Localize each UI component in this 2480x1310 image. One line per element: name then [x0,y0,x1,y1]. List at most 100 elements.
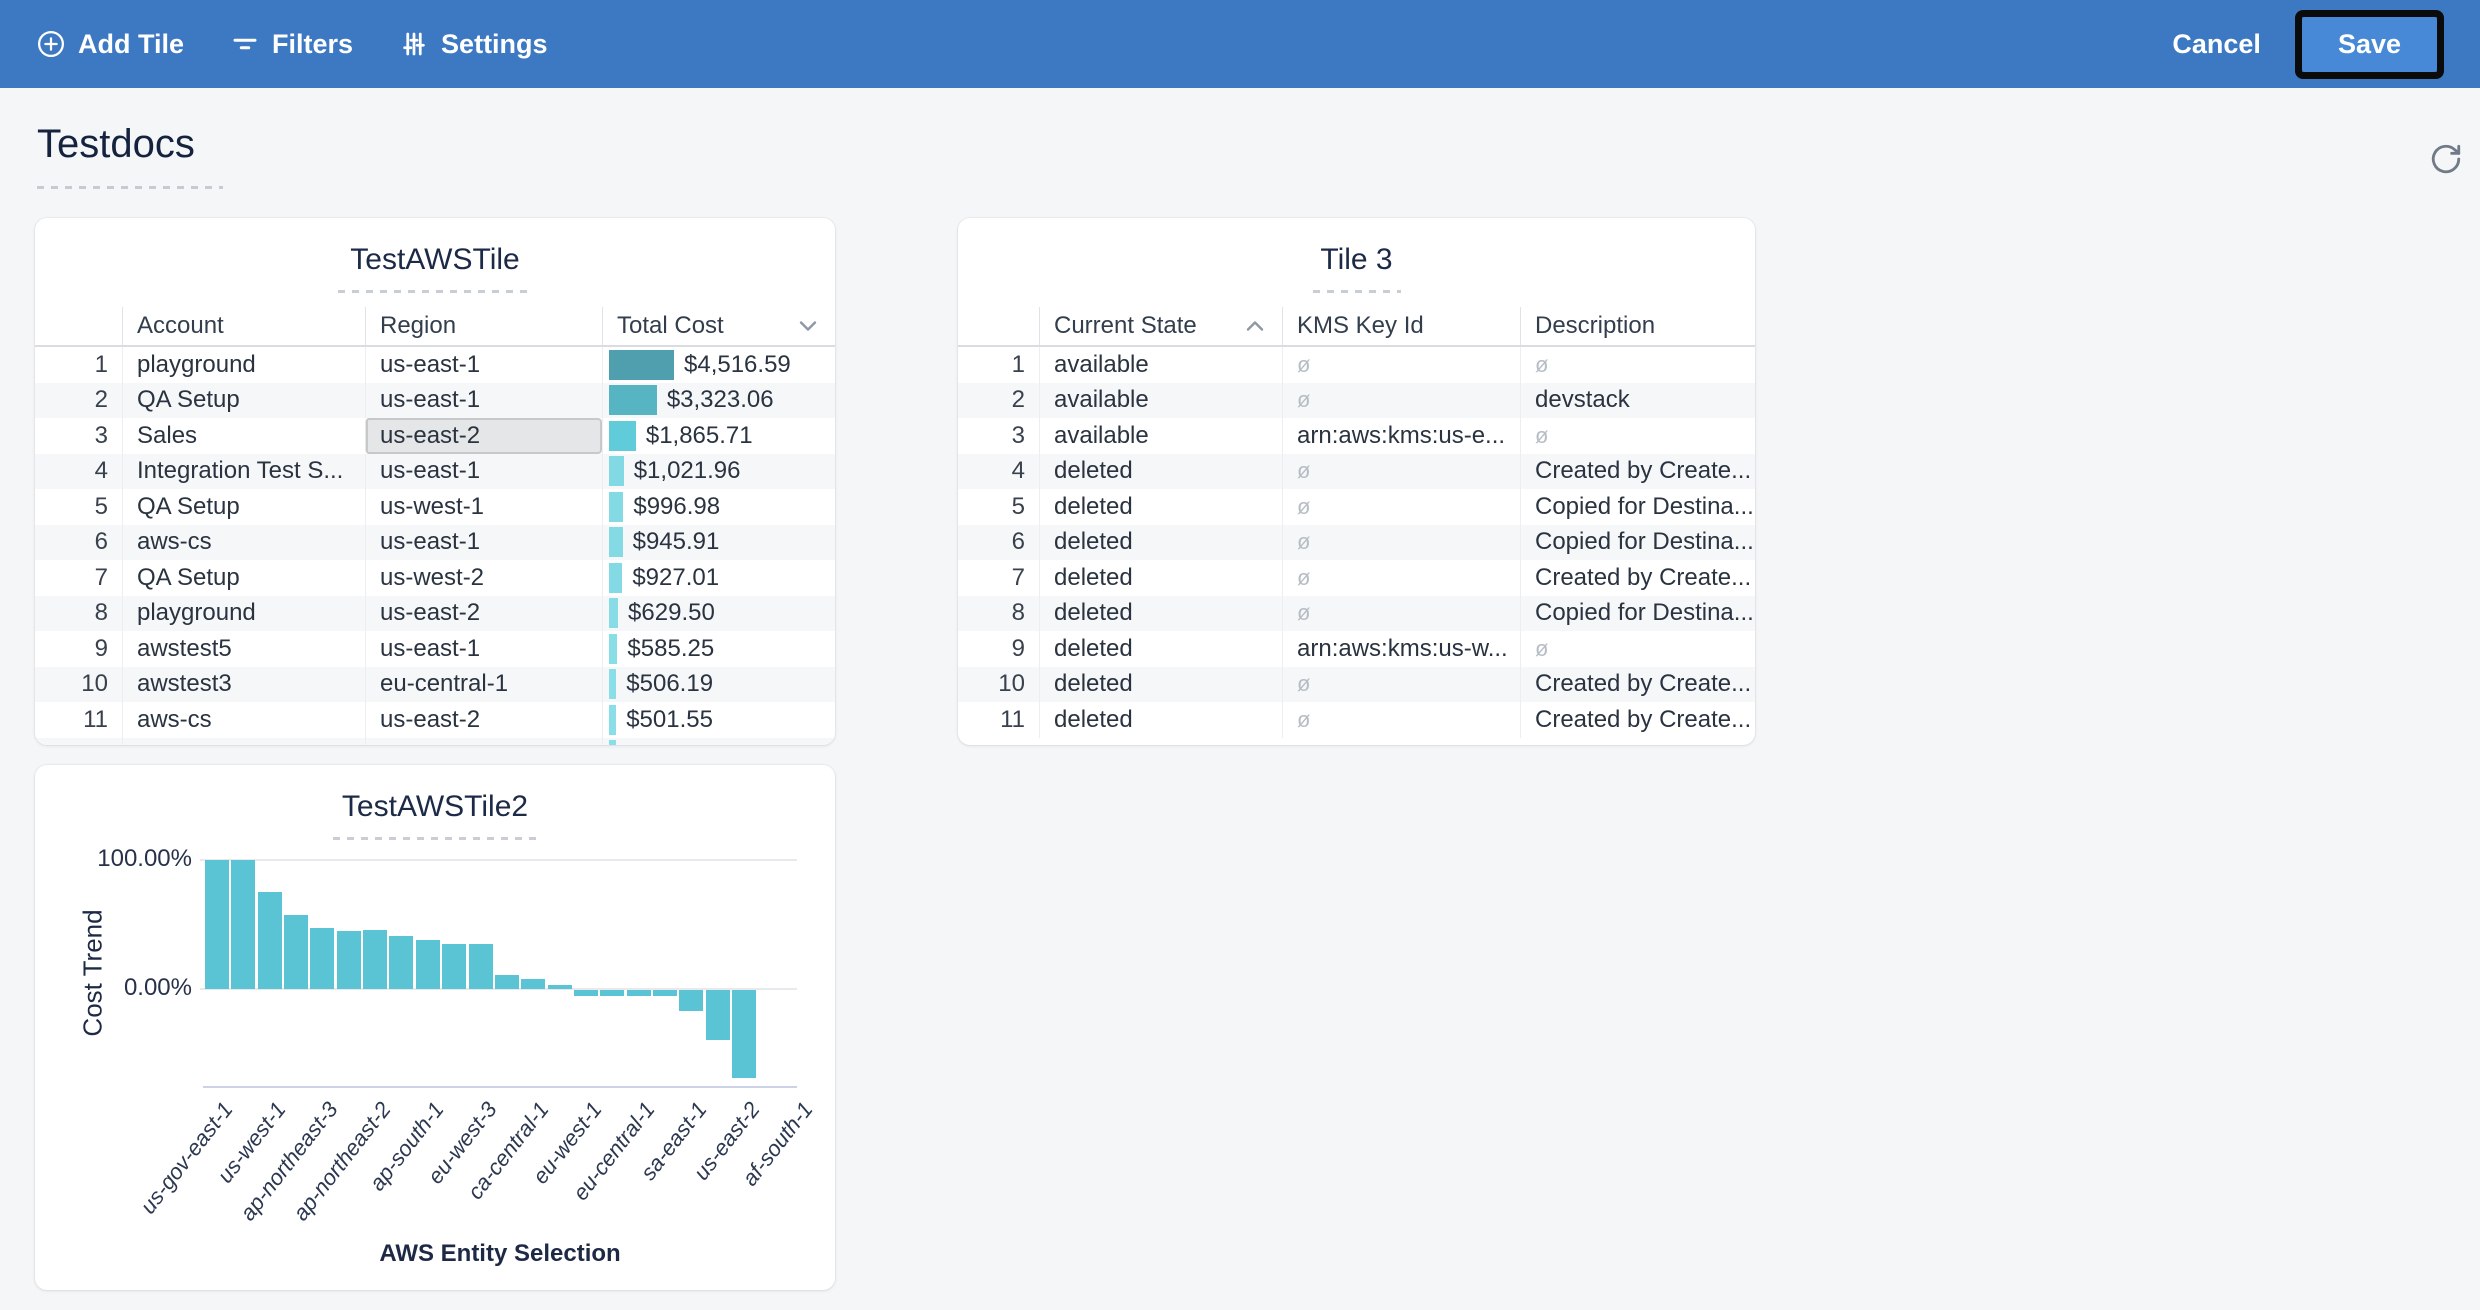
chart-bar[interactable] [336,930,361,989]
region-cell[interactable]: us-west-1 [365,489,602,525]
current-state-cell[interactable]: deleted [1039,524,1282,560]
account-cell[interactable]: QA Setup [122,489,365,525]
current-state-cell[interactable]: deleted [1039,595,1282,631]
chart-bar[interactable] [732,990,756,1078]
tile-title[interactable]: TestAWSTile2 [341,790,529,823]
total-cost-cell[interactable]: $1,865.71 [602,418,835,454]
current-state-cell[interactable]: available [1039,418,1282,454]
chart-bar[interactable] [626,990,651,997]
region-cell[interactable]: us-east-2 [365,595,602,631]
current-state-cell[interactable]: deleted [1039,702,1282,738]
region-cell[interactable]: us-east-1 [365,453,602,489]
region-cell[interactable]: us-east-1 [365,631,602,667]
chart-bar[interactable] [468,943,493,989]
kms-key-id-cell[interactable]: ø [1282,702,1520,738]
current-state-cell[interactable]: available [1039,347,1282,383]
account-cell[interactable]: playground [122,595,365,631]
total-cost-cell[interactable]: $501.55 [602,702,835,738]
kms-key-id-cell[interactable]: arn:aws:kms:us-w... [1282,631,1520,667]
total-cost-cell[interactable]: $927.01 [602,560,835,596]
region-cell[interactable]: us-east-1 [365,524,602,560]
chart-bar[interactable] [679,990,704,1012]
total-cost-cell[interactable]: $945.91 [602,524,835,560]
current-state-cell[interactable]: available [1039,382,1282,418]
account-cell[interactable]: aws-cs [122,524,365,560]
total-cost-cell[interactable]: $506.19 [602,666,835,702]
column-header-description[interactable]: Description [1520,307,1755,345]
account-cell[interactable] [122,737,365,745]
description-cell[interactable]: Copied for Destina... [1520,595,1755,631]
region-cell[interactable]: us-east-2 [365,418,602,454]
description-cell[interactable]: ø [1520,418,1755,454]
kms-key-id-cell[interactable]: ø [1282,347,1520,383]
description-cell[interactable]: Copied for Destina... [1520,524,1755,560]
current-state-cell[interactable]: deleted [1039,666,1282,702]
current-state-cell[interactable]: deleted [1039,453,1282,489]
kms-key-id-cell[interactable]: ø [1282,595,1520,631]
total-cost-cell[interactable]: $996.98 [602,489,835,525]
column-header-kms-key-id[interactable]: KMS Key Id [1282,307,1520,345]
total-cost-cell[interactable]: $4,516.59 [602,347,835,383]
chart-bar[interactable] [600,990,625,997]
tile-title[interactable]: Tile 3 [1320,243,1393,276]
chart-bar[interactable] [284,915,309,989]
kms-key-id-cell[interactable]: ø [1282,524,1520,560]
chart-bar[interactable] [442,943,467,989]
total-cost-cell[interactable]: $1,021.96 [602,453,835,489]
chart-bar[interactable] [652,990,677,997]
column-header-region[interactable]: Region [365,307,602,345]
chart-bar[interactable] [573,990,598,997]
region-cell[interactable]: eu-central-1 [365,666,602,702]
column-header-total-cost[interactable]: Total Cost [602,307,835,345]
chart-bar[interactable] [205,860,229,989]
region-cell[interactable]: us-east-1 [365,347,602,383]
description-cell[interactable]: Created by Create... [1520,702,1755,738]
description-cell[interactable]: ø [1520,631,1755,667]
chart-bar[interactable] [389,936,414,989]
kms-key-id-cell[interactable]: ø [1282,666,1520,702]
account-cell[interactable]: Sales [122,418,365,454]
chart-bar[interactable] [415,939,440,989]
refresh-button[interactable] [2424,138,2468,182]
current-state-cell[interactable]: deleted [1039,631,1282,667]
account-cell[interactable]: aws-cs [122,702,365,738]
account-cell[interactable]: Integration Test S... [122,453,365,489]
current-state-cell[interactable]: deleted [1039,560,1282,596]
description-cell[interactable]: Created by Create... [1520,560,1755,596]
region-cell[interactable] [365,737,602,745]
save-button[interactable]: Save [2301,16,2437,72]
chart-bar[interactable] [521,979,546,989]
column-header-current-state[interactable]: Current State [1039,307,1282,345]
region-cell[interactable]: us-west-2 [365,560,602,596]
description-cell[interactable]: devstack [1520,382,1755,418]
kms-key-id-cell[interactable]: ø [1282,382,1520,418]
tile-title[interactable]: TestAWSTile [350,243,520,276]
cancel-button[interactable]: Cancel [2172,28,2261,59]
description-cell[interactable]: Copied for Destina... [1520,489,1755,525]
chart-bar[interactable] [257,891,282,989]
description-cell[interactable]: ø [1520,347,1755,383]
total-cost-cell[interactable] [602,737,835,745]
chart-bar[interactable] [310,928,335,989]
page-title[interactable]: Testdocs [37,122,195,166]
total-cost-cell[interactable]: $3,323.06 [602,382,835,418]
chart-bar[interactable] [363,930,388,989]
chart-bar[interactable] [705,990,730,1040]
chart-bar[interactable] [231,860,256,989]
total-cost-cell[interactable]: $629.50 [602,595,835,631]
account-cell[interactable]: awstest3 [122,666,365,702]
account-cell[interactable]: QA Setup [122,382,365,418]
account-cell[interactable]: awstest5 [122,631,365,667]
current-state-cell[interactable]: deleted [1039,489,1282,525]
region-cell[interactable]: us-east-1 [365,382,602,418]
description-cell[interactable]: Created by Create... [1520,453,1755,489]
chart-bar[interactable] [547,985,572,989]
kms-key-id-cell[interactable]: ø [1282,489,1520,525]
kms-key-id-cell[interactable]: ø [1282,453,1520,489]
account-cell[interactable]: QA Setup [122,560,365,596]
kms-key-id-cell[interactable]: ø [1282,560,1520,596]
region-cell[interactable]: us-east-2 [365,702,602,738]
description-cell[interactable]: Created by Create... [1520,666,1755,702]
total-cost-cell[interactable]: $585.25 [602,631,835,667]
add-tile-button[interactable]: Add Tile [36,29,184,60]
